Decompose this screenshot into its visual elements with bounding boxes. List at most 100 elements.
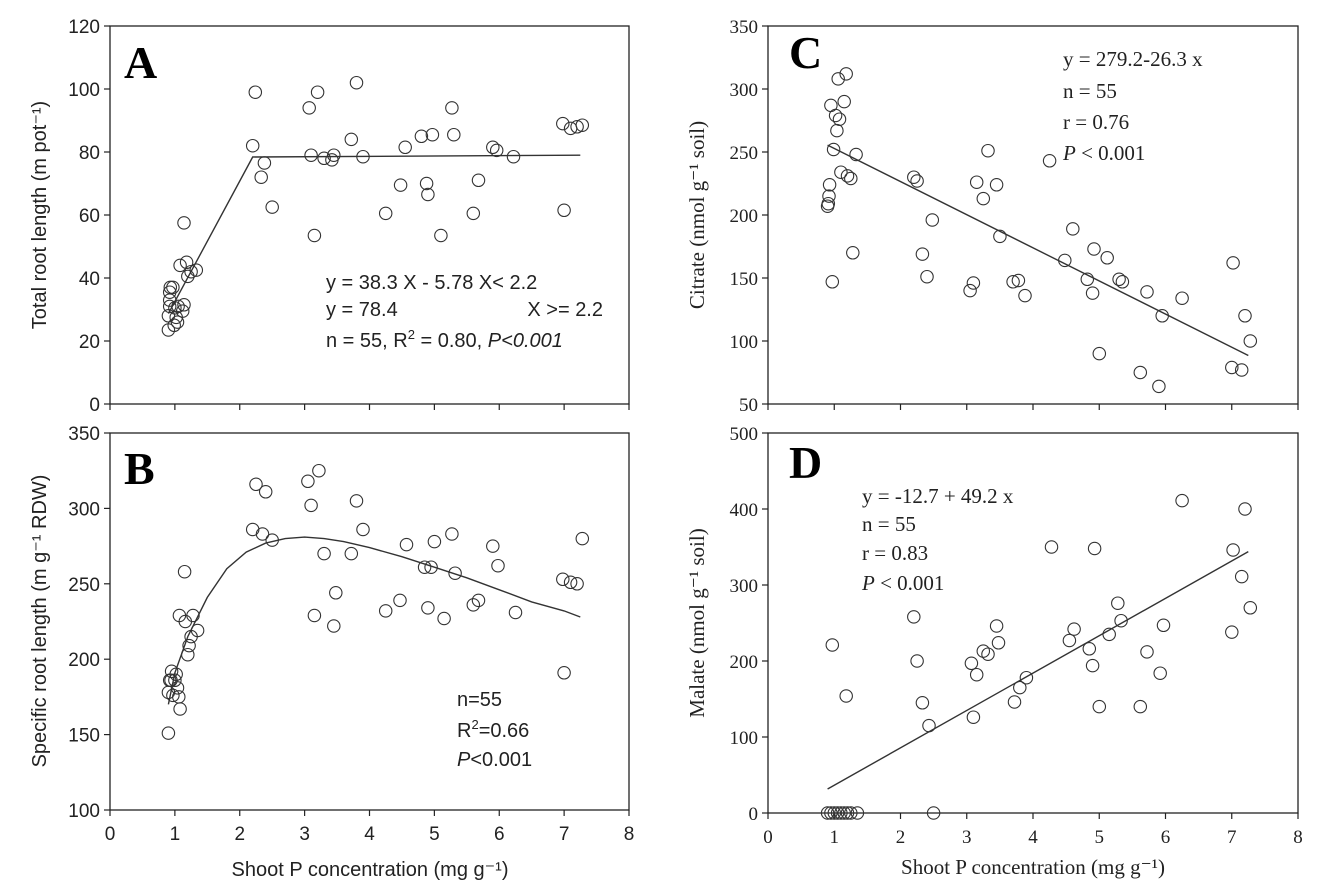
panel-a-point-54 <box>575 118 590 132</box>
panel-b-point-30 <box>329 586 343 600</box>
panel-a-point-13 <box>175 304 190 318</box>
panel-a-point-7 <box>167 318 181 333</box>
panel-c-point-5 <box>825 275 840 289</box>
panel-a-point-21 <box>248 85 263 99</box>
panel-d-xtick-label-8: 8 <box>1293 827 1303 848</box>
panel-b-frame <box>109 432 630 811</box>
panel-d-point-35 <box>1114 613 1128 628</box>
panel-c-point-32 <box>1018 288 1032 303</box>
panel-a-point-49 <box>506 149 521 164</box>
panel-c: C Citrate (nmol g⁻¹ soil) 50 100 150 200 250… <box>685 17 1299 416</box>
panel-d-point-17 <box>966 710 981 724</box>
panel-a-point-6 <box>166 280 180 295</box>
panel-d-point-26 <box>1044 540 1059 554</box>
panel-a-point-51 <box>557 203 571 218</box>
panel-a-point-44 <box>447 127 461 142</box>
panel-a-point-46 <box>471 173 486 188</box>
panel-b: B Specific root length (m g⁻¹ RDW) Shoot… <box>29 424 634 881</box>
panel-d-point-8 <box>850 806 865 820</box>
panel-c-point-28 <box>989 178 1004 192</box>
panel-d-n: n = 55 <box>862 512 916 536</box>
panel-d-xtick-label-5: 5 <box>1095 827 1105 848</box>
panel-d-letter: D <box>789 437 822 488</box>
panel-d-point-36 <box>1133 699 1148 714</box>
panel-a-point-23 <box>257 156 272 170</box>
panel-a-point-10 <box>170 315 185 329</box>
panel-b-ytick-label-4: 300 <box>68 499 100 520</box>
panel-a-point-40 <box>421 187 435 202</box>
panel-b-point-5 <box>166 688 180 703</box>
panel-c-point-46 <box>1155 309 1169 323</box>
panel-a-point-26 <box>304 148 318 162</box>
panel-c-frame <box>767 25 1299 405</box>
panel-b-point-27 <box>312 463 326 478</box>
panel-c-point-20 <box>915 247 930 261</box>
panel-a-point-45 <box>466 206 481 221</box>
panel-d-xlabel: Shoot P concentration (mg g⁻¹) <box>901 855 1165 879</box>
panel-b-fit-curve <box>167 536 581 705</box>
panel-b-xtick-label-5: 5 <box>429 824 440 845</box>
panel-d-point-10 <box>839 689 853 703</box>
panel-c-ytick-label-1: 100 <box>730 332 759 353</box>
panel-c-ytick-label-4: 250 <box>730 143 759 164</box>
panel-d-xtick-label-1: 1 <box>830 827 840 848</box>
panel-a-point-35 <box>378 206 393 221</box>
panel-a-point-22 <box>254 170 268 184</box>
panel-c-point-14 <box>840 169 855 183</box>
panel-a-point-42 <box>434 228 448 243</box>
panel-c-point-35 <box>1066 222 1080 236</box>
panel-d-point-6 <box>840 806 855 820</box>
panel-c-point-42 <box>1115 275 1130 289</box>
panel-b-point-52 <box>570 577 584 591</box>
panel-c-ytick-label-6: 350 <box>730 17 759 38</box>
panel-c-point-45 <box>1152 379 1166 394</box>
panel-b-x-ticks: 0 1 2 3 4 5 6 7 8 <box>105 810 634 845</box>
panel-d-point-45 <box>1243 601 1258 615</box>
panel-b-point-43 <box>448 566 462 580</box>
panel-c-point-3 <box>822 178 837 192</box>
panel-c-point-21 <box>920 269 934 284</box>
panel-a-ytick-label-6: 120 <box>68 17 100 38</box>
panel-d-point-29 <box>1082 642 1097 656</box>
panel-c-ylabel: Citrate (nmol g⁻¹ soil) <box>685 121 709 309</box>
panel-b-y-ticks: 100 150 200 250 300 350 <box>68 424 110 822</box>
panel-d-point-24 <box>1013 680 1027 695</box>
panel-b-point-39 <box>424 560 438 574</box>
panel-a-point-53 <box>570 120 584 134</box>
panel-b-point-7 <box>169 667 183 682</box>
panel-c-point-24 <box>966 276 981 290</box>
panel-c-point-47 <box>1175 291 1189 305</box>
panel-c-point-33 <box>1042 154 1057 168</box>
panel-b-point-38 <box>421 601 435 615</box>
panel-b-point-8 <box>170 681 185 695</box>
panel-c-ytick-label-2: 150 <box>730 269 759 290</box>
panel-a-ytick-label-3: 60 <box>79 206 100 227</box>
panel-a-point-38 <box>414 129 429 144</box>
panel-d-fit-line <box>827 550 1249 790</box>
panel-d-frame <box>767 432 1299 814</box>
panel-b-point-53 <box>575 531 590 546</box>
panel-d-ytick-label-4: 400 <box>730 500 759 521</box>
panel-c-point-16 <box>846 246 860 260</box>
panel-c-point-10 <box>832 112 847 126</box>
panel-a-ytick-label-0: 0 <box>89 395 100 416</box>
panel-a-point-33 <box>349 75 364 90</box>
panel-c-point-2 <box>822 189 836 203</box>
panel-a-point-4 <box>162 285 177 299</box>
panel-b-point-36 <box>399 537 414 552</box>
panel-d-ytick-label-1: 100 <box>730 728 759 749</box>
panel-d-point-16 <box>964 656 979 671</box>
panel-b-r2: R2=0.66 <box>457 717 529 742</box>
panel-d-point-31 <box>1087 541 1102 556</box>
panel-c-point-18 <box>907 170 921 184</box>
panel-b-ytick-label-1: 150 <box>68 726 100 747</box>
panel-b-point-41 <box>437 611 451 626</box>
panel-d-p: P < 0.001 <box>861 571 944 595</box>
panel-a-point-48 <box>489 143 504 158</box>
panel-b-xtick-label-2: 2 <box>234 824 245 845</box>
panel-a-point-47 <box>486 140 500 155</box>
panel-d-point-18 <box>969 667 984 682</box>
panel-c-r: r = 0.76 <box>1063 110 1129 134</box>
panel-a-point-16 <box>179 255 194 270</box>
panel-a-x-ticks <box>109 404 630 410</box>
